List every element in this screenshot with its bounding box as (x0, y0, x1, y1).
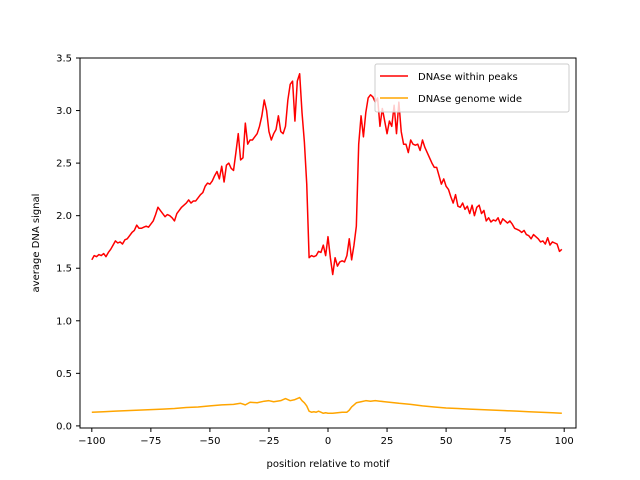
y-tick-label: 2.0 (56, 211, 72, 222)
x-tick-label: −50 (199, 436, 220, 447)
x-axis: −100 −75 −50 −25 0 25 50 75 100 (78, 428, 574, 447)
x-tick-label: 100 (555, 436, 574, 447)
y-tick-label: 0.0 (56, 421, 72, 432)
x-tick-label: 75 (499, 436, 512, 447)
plot-series (91, 73, 563, 415)
y-tick-label: 2.5 (56, 159, 72, 170)
y-tick-label: 1.5 (56, 264, 72, 275)
y-tick-label: 3.5 (56, 54, 72, 65)
x-tick-label: 25 (381, 436, 394, 447)
legend: DNAse within peaks DNAse genome wide (374, 63, 570, 113)
series-line-dnase-within-peaks (91, 73, 563, 276)
x-tick-label: −100 (78, 436, 105, 447)
legend-label-peaks: DNAse within peaks (418, 72, 518, 83)
series-line-dnase-genome-wide (91, 396, 562, 415)
x-axis-label: position relative to motif (267, 459, 390, 470)
y-axis: 0.0 0.5 1.0 1.5 2.0 2.5 3.0 3.5 (56, 54, 80, 432)
y-axis-label: average DNA signal (31, 194, 42, 293)
x-tick-label: 0 (325, 436, 331, 447)
x-tick-label: 50 (440, 436, 453, 447)
legend-box (374, 63, 570, 113)
y-tick-label: 1.0 (56, 316, 72, 327)
y-tick-label: 0.5 (56, 369, 72, 380)
y-tick-label: 3.0 (56, 106, 72, 117)
x-tick-label: −75 (140, 436, 161, 447)
legend-label-genome: DNAse genome wide (418, 94, 522, 105)
x-tick-label: −25 (258, 436, 279, 447)
